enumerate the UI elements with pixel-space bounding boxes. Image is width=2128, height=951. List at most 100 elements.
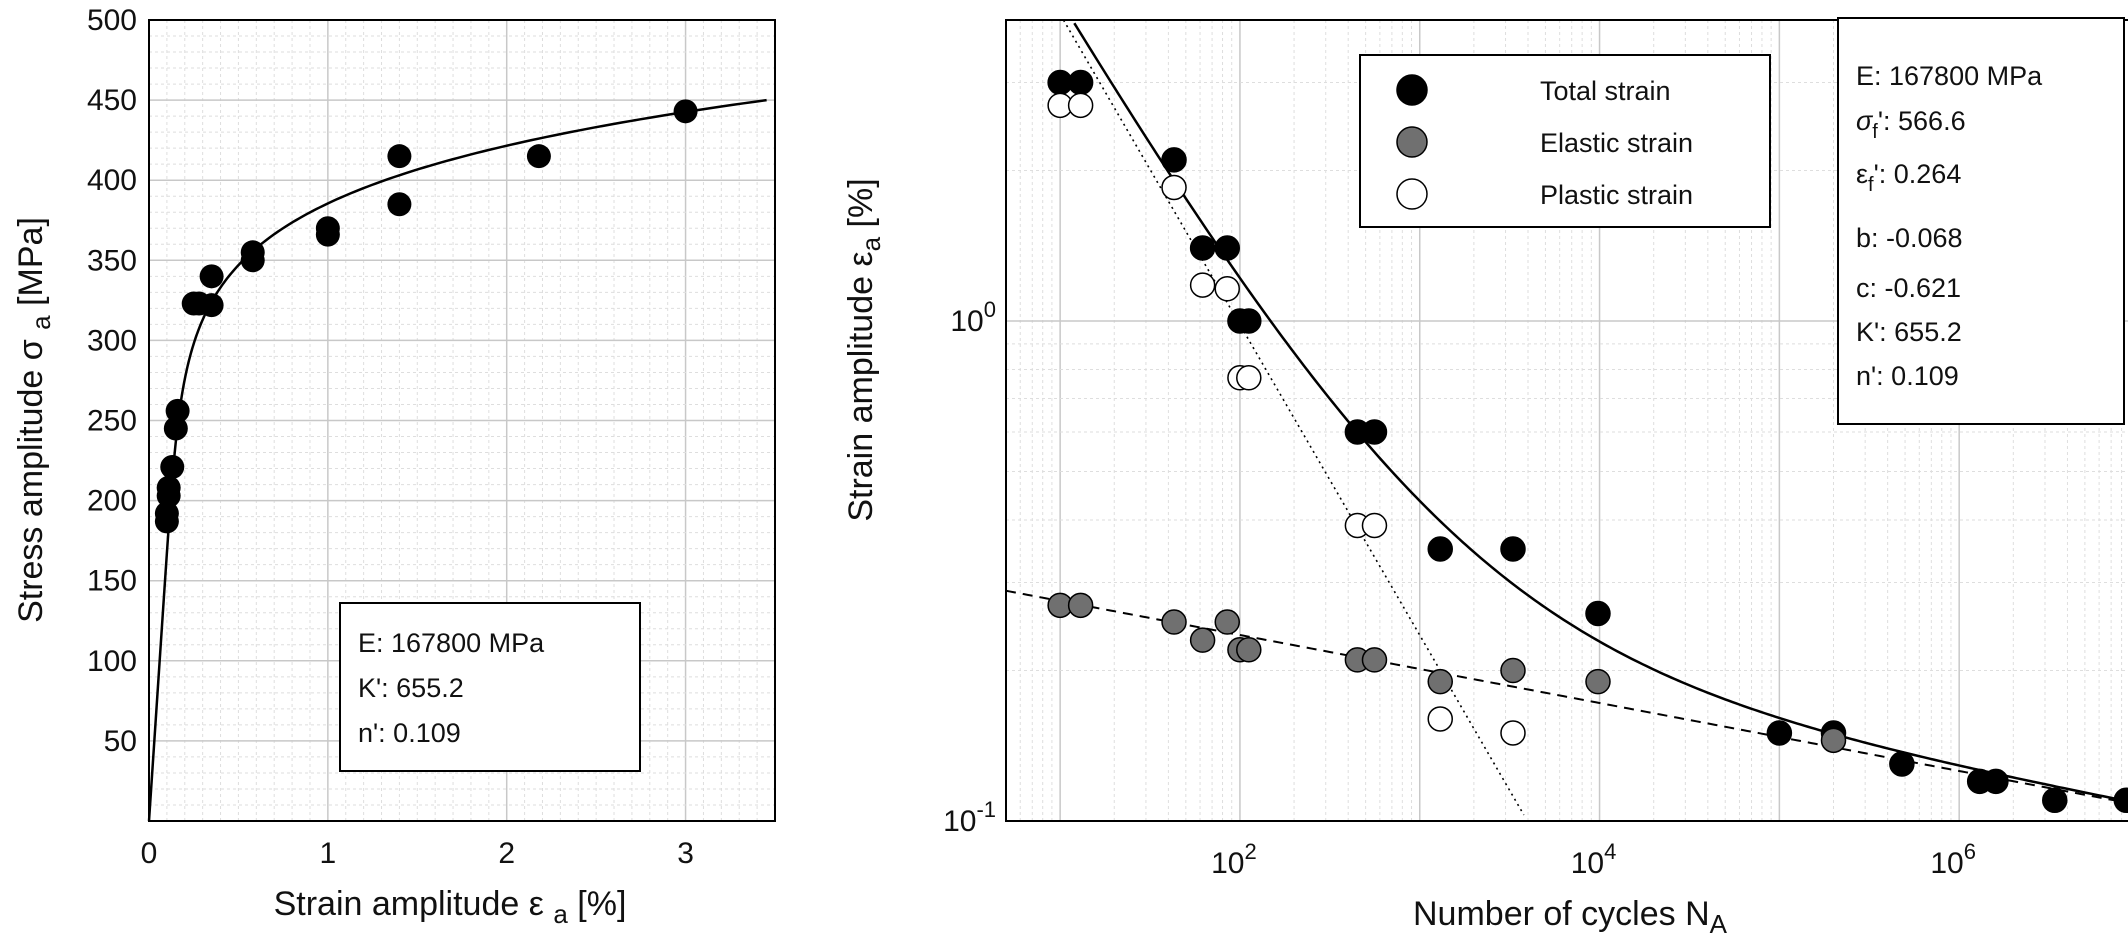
right-point-elastic bbox=[1820, 727, 1847, 754]
left-x-tick-label: 0 bbox=[141, 837, 158, 870]
left-info-box-frame bbox=[339, 602, 641, 772]
right-point-elastic bbox=[1214, 609, 1240, 635]
right-y-tick-label: 100 bbox=[950, 297, 996, 338]
legend-label-total: Total strain bbox=[1540, 76, 1671, 106]
left-plot-frame bbox=[148, 19, 776, 822]
left-x-tick-label: 1 bbox=[320, 837, 337, 870]
right-plot-frame bbox=[1005, 19, 2128, 822]
right-x-tick-label: 106 bbox=[1930, 839, 1976, 880]
right-point-plastic bbox=[1236, 365, 1262, 391]
left-y-tick-label: 100 bbox=[87, 645, 137, 678]
right-y-axis-label: Strain amplitude εa [%] bbox=[842, 178, 888, 521]
right-info-box-frame bbox=[1837, 17, 2125, 425]
left-info-line-1: E: 167800 MPa bbox=[358, 628, 545, 658]
left-info-box: E: 167800 MPa K': 655.2 n': 0.109 bbox=[339, 602, 641, 772]
right-x-tick-label: 102 bbox=[1211, 839, 1257, 880]
right-point-plastic bbox=[1189, 272, 1216, 298]
right-x-tick-label: 104 bbox=[1571, 839, 1617, 880]
right-tick-labels: 102 104 106 10-1 100 bbox=[943, 297, 1976, 880]
right-point-plastic bbox=[1067, 92, 1094, 119]
left-info-line-3: n': 0.109 bbox=[358, 718, 461, 748]
left-x-tick-label: 3 bbox=[677, 837, 694, 870]
right-elastic-fit-line bbox=[1005, 589, 2128, 804]
left-x-axis-label: Strain amplitude ε a [%] bbox=[274, 885, 627, 931]
left-data-point bbox=[387, 144, 412, 169]
left-data-point bbox=[160, 454, 185, 479]
right-point-total bbox=[1214, 235, 1240, 261]
left-y-tick-label: 250 bbox=[87, 405, 137, 438]
left-y-tick-label: 50 bbox=[104, 725, 137, 758]
right-point-plastic bbox=[1214, 276, 1240, 302]
left-data-point bbox=[526, 144, 551, 169]
right-point-elastic bbox=[1427, 668, 1453, 695]
legend-label-elastic: Elastic strain bbox=[1540, 128, 1693, 158]
right-data-points bbox=[1047, 69, 2128, 814]
right-info-box: E: 167800 MPa σf': 566.6 εf': 0.264 b: -… bbox=[1837, 17, 2125, 425]
left-y-axis-label: Stress amplitude σ a [MPa] bbox=[12, 217, 58, 623]
right-point-total bbox=[1189, 235, 1216, 261]
right-point-total bbox=[1161, 147, 1187, 173]
right-point-elastic bbox=[1067, 592, 1094, 619]
left-y-tick-label: 450 bbox=[87, 84, 137, 117]
right-point-elastic bbox=[1361, 647, 1388, 673]
right-point-total bbox=[1766, 720, 1793, 746]
right-info-line-5: c: -0.621 bbox=[1856, 273, 1961, 303]
right-point-elastic bbox=[1189, 627, 1216, 653]
right-chart: 102 104 106 10-1 100 Number of cycles NA Str… bbox=[842, 17, 2128, 939]
right-point-total bbox=[2113, 787, 2128, 814]
right-total-fit-line bbox=[1073, 22, 2128, 803]
legend-marker-elastic bbox=[1396, 126, 1428, 158]
right-info-line-2: σf': 566.6 bbox=[1856, 106, 1966, 143]
right-point-total bbox=[1427, 536, 1453, 562]
right-legend-frame bbox=[1359, 54, 1771, 228]
legend-label-plastic: Plastic strain bbox=[1540, 180, 1693, 210]
left-data-point bbox=[387, 192, 412, 217]
right-point-total bbox=[1585, 600, 1611, 627]
left-x-tick-label: 2 bbox=[498, 837, 515, 870]
right-y-tick-label: 10-1 bbox=[943, 797, 996, 838]
right-info-line-6: K': 655.2 bbox=[1856, 317, 1962, 347]
right-point-total bbox=[1500, 536, 1526, 562]
legend-marker-plastic bbox=[1396, 178, 1428, 210]
legend-marker-total bbox=[1396, 74, 1428, 106]
left-y-tick-label: 200 bbox=[87, 485, 137, 518]
right-point-total bbox=[1889, 751, 1915, 777]
right-point-plastic bbox=[1161, 174, 1187, 201]
right-info-line-7: n': 0.109 bbox=[1856, 361, 1959, 391]
left-data-points bbox=[154, 99, 698, 534]
left-data-point bbox=[199, 293, 224, 318]
left-data-point bbox=[240, 240, 265, 265]
right-point-total bbox=[2042, 787, 2068, 814]
left-data-point bbox=[673, 99, 698, 124]
left-data-point bbox=[163, 416, 188, 441]
right-point-total bbox=[1067, 69, 1094, 96]
right-x-axis-label: Number of cycles NA bbox=[1413, 895, 1728, 939]
right-point-elastic bbox=[1161, 609, 1187, 635]
left-data-point bbox=[315, 216, 340, 241]
right-point-elastic bbox=[1500, 657, 1526, 684]
right-info-line-1: E: 167800 MPa bbox=[1856, 61, 2043, 91]
right-point-elastic bbox=[1236, 637, 1262, 663]
left-y-tick-label: 150 bbox=[87, 565, 137, 598]
left-data-point bbox=[154, 501, 179, 526]
left-y-tick-label: 350 bbox=[87, 244, 137, 277]
left-info-line-2: K': 655.2 bbox=[358, 673, 464, 703]
left-y-tick-label: 300 bbox=[87, 324, 137, 357]
left-data-point bbox=[199, 264, 224, 289]
right-point-plastic bbox=[1427, 706, 1453, 732]
left-data-point bbox=[156, 475, 181, 500]
right-point-elastic bbox=[1585, 668, 1611, 695]
right-point-plastic bbox=[1500, 720, 1526, 746]
right-info-line-3: εf': 0.264 bbox=[1856, 159, 1961, 196]
left-y-tick-label: 400 bbox=[87, 164, 137, 197]
right-point-plastic bbox=[1361, 512, 1388, 539]
right-point-total bbox=[1361, 419, 1388, 445]
left-y-tick-label: 500 bbox=[87, 4, 137, 37]
right-info-line-4: b: -0.068 bbox=[1856, 223, 1963, 253]
left-data-point bbox=[165, 398, 190, 423]
right-legend: Total strain Elastic strain Plastic stra… bbox=[1359, 54, 1771, 228]
right-point-total bbox=[1236, 308, 1262, 334]
